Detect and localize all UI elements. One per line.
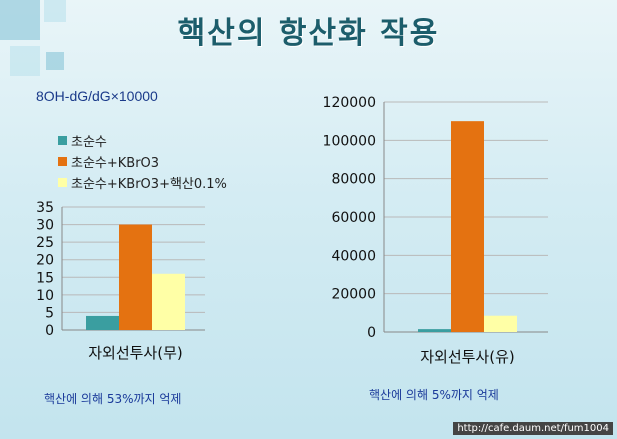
left-ytick-label: 0 [45,323,54,339]
right-ytick-label: 80000 [331,172,376,188]
watermark: http://cafe.daum.net/fum1004 [453,422,613,435]
left-bar [119,224,152,330]
left-ytick-label: 25 [36,235,54,251]
right-ytick-label: 0 [367,325,376,341]
chart-subtitle: 8OH-dG/dG×10000 [36,88,158,104]
left-ytick-label: 10 [36,288,54,304]
decor-square [46,52,64,70]
left-bar [86,315,119,330]
left-bar [152,273,185,330]
legend-item: 초순수+KBrO3 [58,151,227,172]
right-bar [418,329,451,332]
legend-label: 초순수 [71,135,107,150]
left-ytick-label: 20 [36,253,54,269]
decor-square [10,46,40,76]
decor-square [0,0,40,40]
left-ytick-label: 30 [36,218,54,234]
page-title: 핵산의 항산화 작용 [177,16,440,51]
left-ytick-label: 15 [36,270,54,286]
left-ytick-label: 35 [36,200,54,216]
right-bar [451,121,484,333]
legend-item: 초순수 [58,130,227,151]
right-category-label: 자외선투사(유) [420,348,515,366]
decor-square [44,0,66,22]
left-ytick-label: 5 [45,305,54,321]
right-ytick-label: 20000 [331,287,376,303]
left-category-label: 자외선투사(무) [88,344,183,362]
right-ytick-label: 120000 [323,95,376,111]
legend-swatch [58,157,67,166]
right-ytick-label: 100000 [323,133,376,149]
chart-right-caption: 핵산에 의해 5%까지 억제 [369,388,499,402]
right-bar [484,315,517,332]
legend-label: 초순수+KBrO3+핵산0.1% [71,177,227,192]
right-ytick-label: 40000 [331,248,376,264]
legend-swatch [58,136,67,145]
legend: 초순수 초순수+KBrO3 초순수+KBrO3+핵산0.1% [58,130,227,193]
right-ytick-label: 60000 [331,210,376,226]
legend-swatch [58,178,67,187]
chart-left-caption: 핵산에 의해 53%까지 억제 [44,392,182,406]
legend-item: 초순수+KBrO3+핵산0.1% [58,172,227,193]
legend-label: 초순수+KBrO3 [71,156,160,171]
